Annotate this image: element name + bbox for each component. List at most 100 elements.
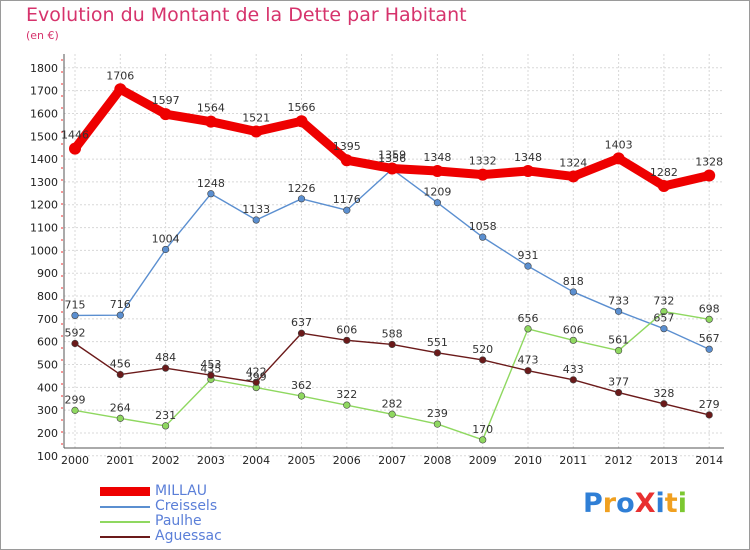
data-label: 1248 <box>197 177 225 190</box>
data-label: 299 <box>65 393 86 406</box>
data-label: 1226 <box>288 182 316 195</box>
x-tick-label: 2010 <box>514 454 542 467</box>
data-label: 435 <box>200 362 221 375</box>
logo-letter: i <box>655 488 665 519</box>
data-label: 520 <box>472 343 493 356</box>
data-point <box>431 164 444 177</box>
data-label: 637 <box>291 316 312 329</box>
data-point <box>569 376 577 384</box>
data-label: 1564 <box>197 102 225 115</box>
legend-swatch <box>100 520 150 523</box>
data-label: 322 <box>336 388 357 401</box>
y-tick-label: 800 <box>37 290 58 303</box>
data-point <box>207 371 215 379</box>
data-label: 399 <box>246 371 267 384</box>
data-label: 657 <box>653 312 674 325</box>
y-tick-label: 300 <box>37 404 58 417</box>
x-tick-label: 2014 <box>695 454 723 467</box>
data-label: 715 <box>65 298 86 311</box>
data-label: 264 <box>110 401 131 414</box>
data-label: 1348 <box>423 151 451 164</box>
data-point <box>116 311 124 319</box>
data-point <box>159 108 172 121</box>
x-tick-label: 2012 <box>605 454 633 467</box>
y-tick-label: 1400 <box>30 153 58 166</box>
y-tick-label: 1200 <box>30 199 58 212</box>
x-tick-label: 2007 <box>378 454 406 467</box>
data-label: 931 <box>518 249 539 262</box>
data-point <box>116 370 124 379</box>
y-tick-label: 200 <box>37 427 58 440</box>
data-label: 592 <box>65 327 86 340</box>
logo-letter: i <box>677 488 687 519</box>
y-tick-label: 1300 <box>30 176 58 189</box>
data-label: 588 <box>382 327 403 340</box>
data-label: 1133 <box>242 203 270 216</box>
data-point <box>705 345 713 353</box>
data-point <box>340 154 353 167</box>
data-point <box>614 346 623 355</box>
data-point <box>433 349 442 357</box>
y-tick-label: 700 <box>37 313 58 326</box>
x-tick-label: 2004 <box>242 454 270 467</box>
x-tick-label: 2000 <box>61 454 89 467</box>
legend-label: Paulhe <box>155 513 202 529</box>
data-label: 1058 <box>469 220 497 233</box>
data-point <box>71 406 79 414</box>
y-tick-label: 1500 <box>30 130 58 143</box>
data-point <box>297 329 306 337</box>
x-tick-label: 2008 <box>423 454 451 467</box>
data-point <box>162 364 170 372</box>
data-label: 1332 <box>469 155 497 168</box>
data-point <box>388 340 396 349</box>
data-label: 716 <box>110 298 131 311</box>
data-point <box>479 436 487 444</box>
data-label: 1446 <box>61 129 89 142</box>
data-label: 239 <box>427 407 448 420</box>
data-label: 1282 <box>650 166 678 179</box>
y-tick-label: 1100 <box>30 222 58 235</box>
data-point <box>116 414 124 422</box>
data-label: 282 <box>382 397 403 410</box>
data-point <box>612 152 625 165</box>
data-label: 377 <box>608 376 629 389</box>
x-tick-label: 2003 <box>197 454 225 467</box>
data-point <box>433 420 442 428</box>
data-point <box>343 336 351 344</box>
x-tick-label: 2009 <box>469 454 497 467</box>
data-label: 561 <box>608 334 629 347</box>
y-tick-label: 100 <box>37 450 58 463</box>
data-label: 1324 <box>559 156 587 169</box>
data-point <box>479 233 487 241</box>
x-tick-label: 2005 <box>288 454 316 467</box>
proxiti-logo: ProXiti <box>583 488 687 519</box>
legend-item-creissels: Creissels <box>100 499 222 514</box>
data-point <box>250 125 263 138</box>
logo-letter: o <box>616 488 635 519</box>
data-label: 422 <box>246 365 267 378</box>
data-point <box>524 262 532 270</box>
y-tick-label: 1800 <box>30 62 58 75</box>
legend-item-aguessac: Aguessac <box>100 529 222 544</box>
logo-letter: r <box>602 488 617 519</box>
data-label: 473 <box>518 354 539 367</box>
data-point <box>524 325 532 333</box>
data-label: 732 <box>653 295 674 308</box>
y-tick-label: 600 <box>37 336 58 349</box>
y-tick-label: 1700 <box>30 85 58 98</box>
data-point <box>162 422 170 430</box>
data-label: 1597 <box>152 94 180 107</box>
data-label: 1395 <box>333 140 361 153</box>
data-point <box>297 195 306 203</box>
x-tick-label: 2011 <box>559 454 587 467</box>
data-label: 656 <box>518 312 539 325</box>
data-point <box>295 115 308 128</box>
data-label: 818 <box>563 275 584 288</box>
data-label: 433 <box>563 363 584 376</box>
data-label: 567 <box>699 332 720 345</box>
data-point <box>388 410 396 418</box>
data-label: 606 <box>563 323 584 336</box>
data-point <box>660 307 668 316</box>
data-point <box>69 142 81 155</box>
